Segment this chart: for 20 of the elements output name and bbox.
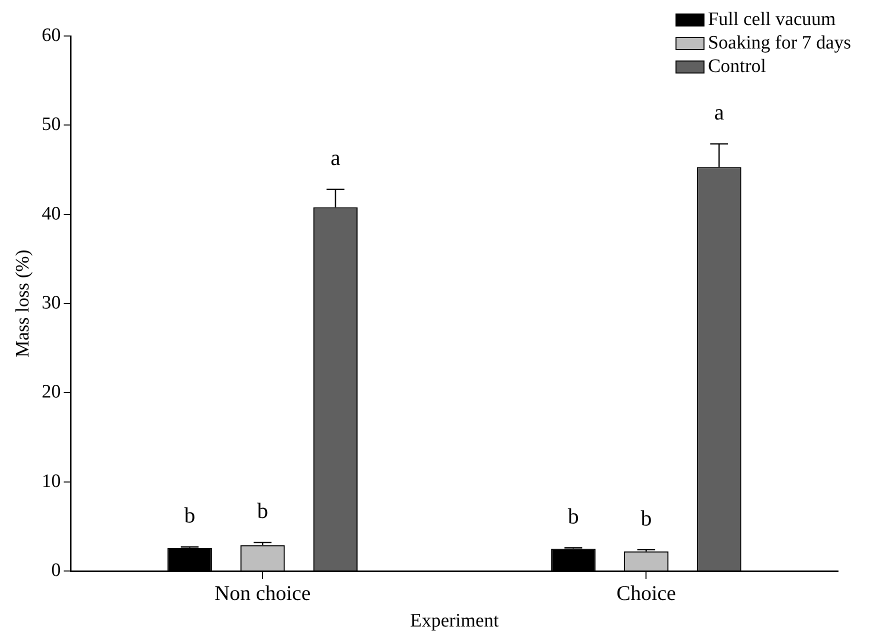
- y-tick-label: 40: [42, 203, 61, 224]
- legend-label: Full cell vacuum: [708, 8, 836, 30]
- y-tick-label: 10: [42, 470, 61, 492]
- x-axis-title: Experiment: [410, 610, 500, 632]
- annotation: b: [568, 504, 579, 529]
- y-tick-label: 50: [42, 114, 61, 136]
- annotation: b: [640, 505, 652, 530]
- y-tick-label: 30: [42, 292, 61, 314]
- y-tick-label: 60: [42, 24, 61, 46]
- x-tick-label: Choice: [616, 581, 676, 606]
- annotation: a: [330, 145, 341, 170]
- y-tick-label: 20: [42, 382, 61, 403]
- legend-label: Control: [708, 56, 766, 77]
- annotation: b: [257, 498, 268, 524]
- y-tick-label: 0: [51, 560, 61, 581]
- legend-label: Soaking for 7 days: [708, 32, 852, 54]
- x-tick-label: Non choice: [214, 581, 311, 606]
- annotation: a: [714, 100, 724, 125]
- y-axis-title: Mass loss (%): [12, 250, 34, 358]
- annotation: b: [184, 502, 196, 528]
